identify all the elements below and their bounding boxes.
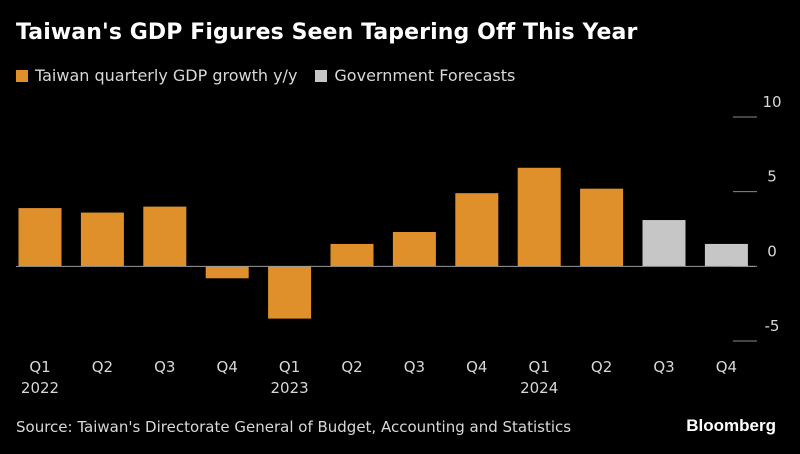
legend-item-actual: Taiwan quarterly GDP growth y/y xyxy=(16,66,297,85)
x-tick-label: Q1 xyxy=(529,358,550,376)
legend-label-actual: Taiwan quarterly GDP growth y/y xyxy=(35,66,298,85)
x-tick-label: Q4 xyxy=(466,358,487,376)
bar-actual xyxy=(80,212,124,267)
bar-actual xyxy=(143,206,187,267)
x-year-label: 2024 xyxy=(520,379,558,397)
legend-swatch-actual xyxy=(16,69,28,82)
x-tick-label: Q4 xyxy=(716,358,737,376)
source-note: Source: Taiwan's Directorate General of … xyxy=(16,418,572,436)
y-tick-label: 10 xyxy=(762,93,781,111)
x-tick-label: Q2 xyxy=(341,358,362,376)
legend-swatch-forecast xyxy=(315,69,328,82)
chart-title: Taiwan's GDP Figures Seen Tapering Off T… xyxy=(16,20,638,45)
bloomberg-logo: Bloomberg xyxy=(686,416,776,435)
x-year-label: 2022 xyxy=(21,379,59,397)
bar-actual xyxy=(330,243,374,267)
x-tick-label: Q3 xyxy=(653,358,674,376)
y-tick-label: 5 xyxy=(767,168,777,186)
bar-chart: 10 5 0 -5 Q1 Q2 Q3 Q4 Q1 Q2 Q3 Q4 Q1 Q2 Q3 Q4 2022 2023 20… xyxy=(16,93,782,397)
bar-actual xyxy=(18,208,62,267)
bar-actual xyxy=(517,167,561,267)
legend-item-forecast: Government Forecasts xyxy=(315,66,515,85)
x-tick-label: Q1 xyxy=(279,358,300,376)
x-tick-label: Q2 xyxy=(92,358,113,376)
bar-actual xyxy=(205,266,249,279)
legend: Taiwan quarterly GDP growth y/y Governme… xyxy=(16,66,533,85)
legend-label-forecast: Government Forecasts xyxy=(334,66,516,85)
bar-forecast xyxy=(642,220,686,267)
x-tick-label: Q3 xyxy=(154,358,175,376)
x-tick-label: Q1 xyxy=(29,358,50,376)
bar-actual xyxy=(580,188,624,267)
bar-actual xyxy=(392,231,436,267)
x-tick-label: Q4 xyxy=(217,358,238,376)
x-tick-label: Q2 xyxy=(591,358,612,376)
bar-actual xyxy=(455,193,499,267)
bar-forecast xyxy=(704,243,748,267)
x-tick-label: Q3 xyxy=(404,358,425,376)
y-tick-label: -5 xyxy=(765,317,780,335)
bar-actual xyxy=(268,266,312,319)
x-year-label: 2023 xyxy=(271,379,309,397)
y-tick-label: 0 xyxy=(767,242,777,260)
